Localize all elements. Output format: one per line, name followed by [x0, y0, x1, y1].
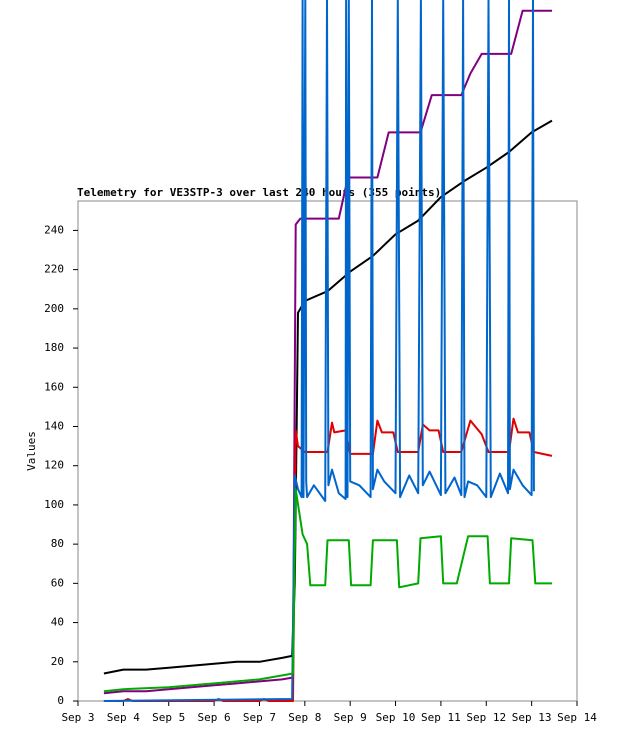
y-tick-label: 120 [44, 459, 64, 472]
y-tick-label: 60 [51, 576, 64, 589]
y-tick-label: 200 [44, 302, 64, 315]
x-tick-label: Sep 8 [288, 711, 321, 724]
x-tick-label: Sep 4 [107, 711, 140, 724]
y-tick-label: 20 [51, 655, 64, 668]
x-tick-label: Sep 11 [421, 711, 461, 724]
y-axis-label: Values [25, 431, 38, 471]
x-tick-label: Sep 12 [466, 711, 506, 724]
x-tick-label: Sep 5 [152, 711, 185, 724]
y-tick-label: 80 [51, 537, 64, 550]
y-tick-label: 160 [44, 380, 64, 393]
y-tick-label: 0 [57, 694, 64, 707]
y-tick-label: 140 [44, 419, 64, 432]
x-tick-label: Sep 10 [376, 711, 416, 724]
series-line [103, 488, 552, 693]
x-tick-label: Sep 6 [198, 711, 231, 724]
y-tick-label: 180 [44, 341, 64, 354]
x-tick-label: Sep 9 [334, 711, 367, 724]
x-tick-label: Sep 14 [557, 711, 597, 724]
x-tick-label: Sep 3 [61, 711, 94, 724]
series-line [103, 0, 535, 702]
series-line [103, 9, 552, 695]
x-tick-label: Sep 13 [512, 711, 552, 724]
y-tick-label: 220 [44, 263, 64, 276]
y-tick-label: 40 [51, 616, 64, 629]
y-tick-label: 100 [44, 498, 64, 511]
x-tick-label: Sep 7 [243, 711, 276, 724]
chart-title: Telemetry for VE3STP-3 over last 240 hou… [77, 186, 441, 199]
y-tick-label: 240 [44, 223, 64, 236]
